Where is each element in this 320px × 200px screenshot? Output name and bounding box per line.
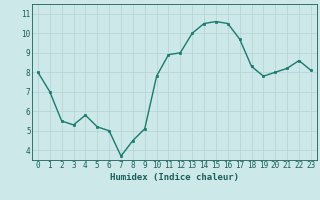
X-axis label: Humidex (Indice chaleur): Humidex (Indice chaleur) [110,173,239,182]
